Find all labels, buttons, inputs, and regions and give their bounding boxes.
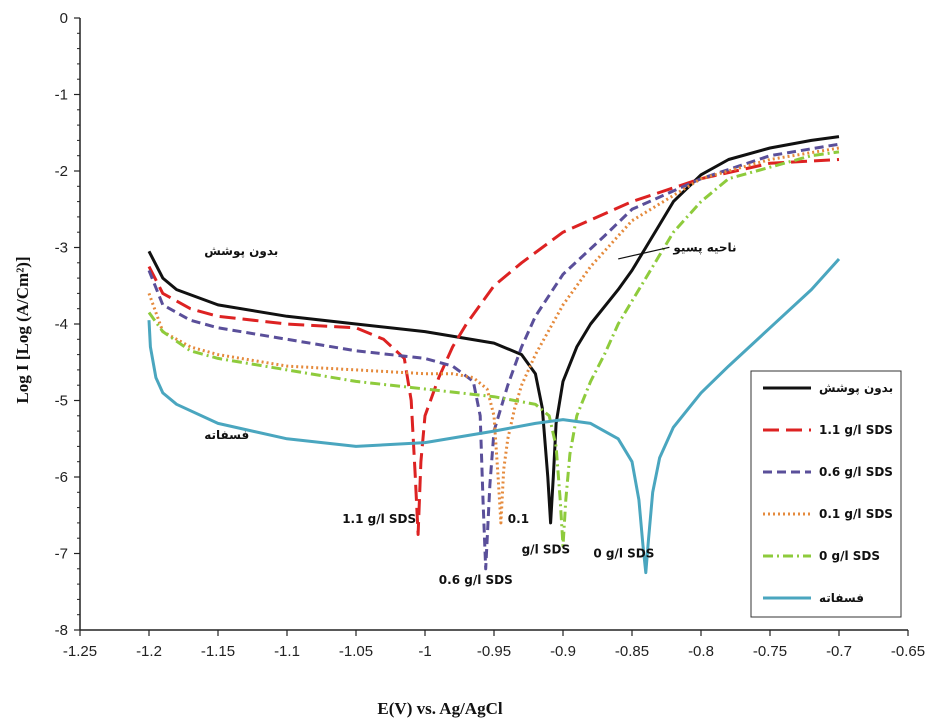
annotation-label: 0.1 bbox=[508, 512, 529, 526]
series-line bbox=[147, 135, 840, 525]
y-tick-label: -6 bbox=[55, 469, 68, 486]
x-tick-label: -0.85 bbox=[615, 643, 649, 660]
annotation-label: ناحیه پسیو bbox=[672, 240, 736, 255]
annotation-label: 0 g/l SDS bbox=[593, 546, 654, 560]
series-line bbox=[147, 257, 841, 575]
x-tick-label: -0.65 bbox=[891, 643, 925, 660]
y-tick-label: -5 bbox=[55, 393, 68, 410]
series-line bbox=[147, 158, 840, 536]
y-tick-label: -3 bbox=[55, 240, 68, 257]
annotation-layer: بدون پوشش ناحیه پسیو فسفاته 1.1 g/l SDS 0.1 g… bbox=[204, 240, 736, 587]
series-line bbox=[147, 142, 840, 571]
x-tick-label: -0.95 bbox=[477, 643, 511, 660]
annotation-label: 0.6 g/l SDS bbox=[439, 573, 513, 587]
y-tick-label: -7 bbox=[55, 546, 68, 563]
y-tick-label: -8 bbox=[55, 622, 68, 639]
x-tick-label: -0.8 bbox=[688, 643, 714, 660]
x-tick-label: -0.75 bbox=[753, 643, 787, 660]
x-tick-label: -1.1 bbox=[274, 643, 300, 660]
x-tick-label: -1.15 bbox=[201, 643, 235, 660]
legend-label: بدون پوشش bbox=[819, 381, 893, 396]
legend-label: 0 g/l SDS bbox=[819, 549, 880, 563]
legend-label: 1.1 g/l SDS bbox=[819, 423, 893, 437]
series-line bbox=[147, 146, 840, 525]
annotation-arrow bbox=[618, 246, 670, 260]
x-tick-label: -1.2 bbox=[136, 643, 162, 660]
y-tick-label: -2 bbox=[55, 163, 68, 180]
x-tick-label: -1.05 bbox=[339, 643, 373, 660]
y-tick-label: -1 bbox=[55, 87, 68, 104]
x-axis-title: E(V) vs. Ag/AgCl bbox=[377, 699, 502, 718]
series-layer bbox=[147, 135, 841, 575]
legend-box bbox=[750, 370, 902, 618]
x-tick-label: -0.9 bbox=[550, 643, 576, 660]
legend-label: فسفاته bbox=[819, 591, 864, 605]
y-tick-label: 0 bbox=[60, 10, 68, 27]
series-line bbox=[147, 150, 840, 548]
x-tick-label: -1.25 bbox=[63, 643, 97, 660]
legend-label: 0.1 g/l SDS bbox=[819, 507, 893, 521]
x-tick-label: -0.7 bbox=[826, 643, 852, 660]
annotation-label: 1.1 g/l SDS bbox=[342, 512, 416, 526]
ticks: -1.25 -1.2 -1.15 -1.1 -1.05 -1 -0.95 -0.9 -0.85 -… bbox=[55, 10, 925, 660]
annotation-label: بدون پوشش bbox=[204, 244, 278, 259]
annotation-label: فسفاته bbox=[204, 428, 249, 442]
legend-label: 0.6 g/l SDS bbox=[819, 465, 893, 479]
x-tick-label: -1 bbox=[418, 643, 431, 660]
y-tick-label: -4 bbox=[55, 316, 68, 333]
annotation-label: g/l SDS bbox=[522, 543, 571, 557]
legend: بدون پوشش 1.1 g/l SDS 0.6 g/l SDS 0.1 g/l S… bbox=[750, 370, 902, 618]
y-axis-title: Log I [Log (A/Cm²)] bbox=[13, 256, 32, 403]
